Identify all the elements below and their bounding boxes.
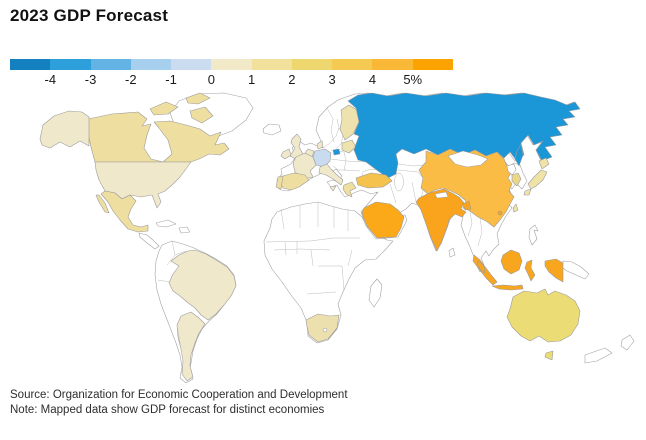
caspian-sea [394,172,404,192]
country-russia-kaliningrad [332,148,341,156]
country-greece [342,181,357,198]
country-japan-honshu [527,169,548,190]
country-canada [87,111,230,163]
scandinavia-border [326,107,335,143]
country-baltic-states [341,139,357,154]
country-indonesia-borneo [500,249,523,275]
africa-borders [265,202,360,295]
country-india [415,188,467,252]
legend-color-segment [372,59,413,70]
legend-tick-label: -3 [84,72,97,87]
country-mexico [100,190,149,233]
country-indonesia-west-papua [544,258,564,283]
country-brazil [168,249,237,321]
legend-color-segment [171,59,212,70]
world-map-svg [39,92,635,384]
country-bangladesh [462,200,472,211]
country-italy [318,163,344,186]
legend-color-segment [130,59,172,70]
country-mexico-baja [95,194,110,214]
legend-tick-label: 2 [288,72,296,87]
landmass-mongolia [447,150,489,168]
footer: Source: Organization for Economic Cooper… [10,388,348,418]
country-saudi-arabia [361,201,405,239]
country-indonesia-java [491,284,524,291]
country-hong-kong [497,210,503,216]
country-ireland [280,148,292,160]
landmass-papua-new-guinea [562,260,590,280]
landmass-new-zealand-north [620,334,635,351]
country-indonesia-sulawesi [524,259,536,282]
landmass-lesotho [322,327,328,333]
legend-color-segment [90,59,131,70]
legend-tick-label: -1 [165,72,177,87]
legend-tick-label: 4 [368,72,377,87]
legend-color-segment [10,59,51,70]
legend-ticks: -4 -3 -2 -1 0 1 2 3 4 5% [10,72,453,88]
landmass-madagascar [368,278,383,308]
country-canada-arctic-island-2 [185,92,211,105]
country-russia-sakhalin [514,143,524,167]
legend-color-segment [291,59,333,70]
country-canada-baffin-island [189,106,214,124]
country-malaysia-peninsula [476,260,486,274]
color-scale-legend: -4 -3 -2 -1 0 1 2 3 4 5% [10,59,453,88]
country-russia [347,92,581,179]
country-australia-tasmania [544,350,554,361]
country-usa [94,161,192,209]
legend-color-segment [412,59,453,70]
landmass-philippines [528,224,539,246]
legend-color-segment [50,59,91,70]
legend-tick-label: 1 [248,72,256,87]
country-denmark [316,140,324,150]
legend-tick-label: -2 [125,72,137,87]
landmass-sri-lanka [448,247,456,258]
country-spain [279,172,310,191]
landmass-iceland [262,123,282,136]
page-title: 2023 GDP Forecast [10,6,169,25]
country-taiwan [512,203,519,213]
country-canada-arctic-island-1 [149,101,179,116]
landmass-hispaniola [178,226,191,234]
south-america-borders [157,240,187,362]
country-portugal [275,175,284,190]
country-indonesia-sumatra [472,254,498,286]
landmass-nepal [434,191,449,199]
legend-color-segment [251,59,292,70]
legend-tick-label: 3 [328,72,336,87]
country-japan-hokkaido [538,157,550,170]
world-choropleth-map [0,90,646,392]
country-italy-sicily [329,185,337,192]
legend-tick-label: 5% [403,72,423,87]
country-turkey [355,172,393,189]
indochina-borders [467,210,483,247]
country-south-africa [305,313,340,343]
legend-color-segment [211,59,252,70]
country-south-korea [511,172,522,187]
country-australia [506,288,581,343]
legend-tick-label: 0 [207,72,215,87]
data-note: Note: Mapped data show GDP forecast for … [10,404,325,416]
legend-color-segment [332,59,373,70]
country-usa-alaska [39,110,90,149]
legend-colorbar [10,59,453,70]
landmass-africa [263,201,394,344]
landmass-new-zealand-south [584,347,613,364]
country-france [292,152,317,180]
country-finland [339,104,360,141]
landmass-north-korea [506,163,517,176]
country-japan-kyushu [523,188,532,196]
legend-tick-label: -4 [44,72,57,87]
landmass-cuba [155,219,177,228]
country-argentina [176,311,206,382]
source-note: Source: Organization for Economic Cooper… [10,389,348,401]
landmass-central-america [138,232,160,250]
